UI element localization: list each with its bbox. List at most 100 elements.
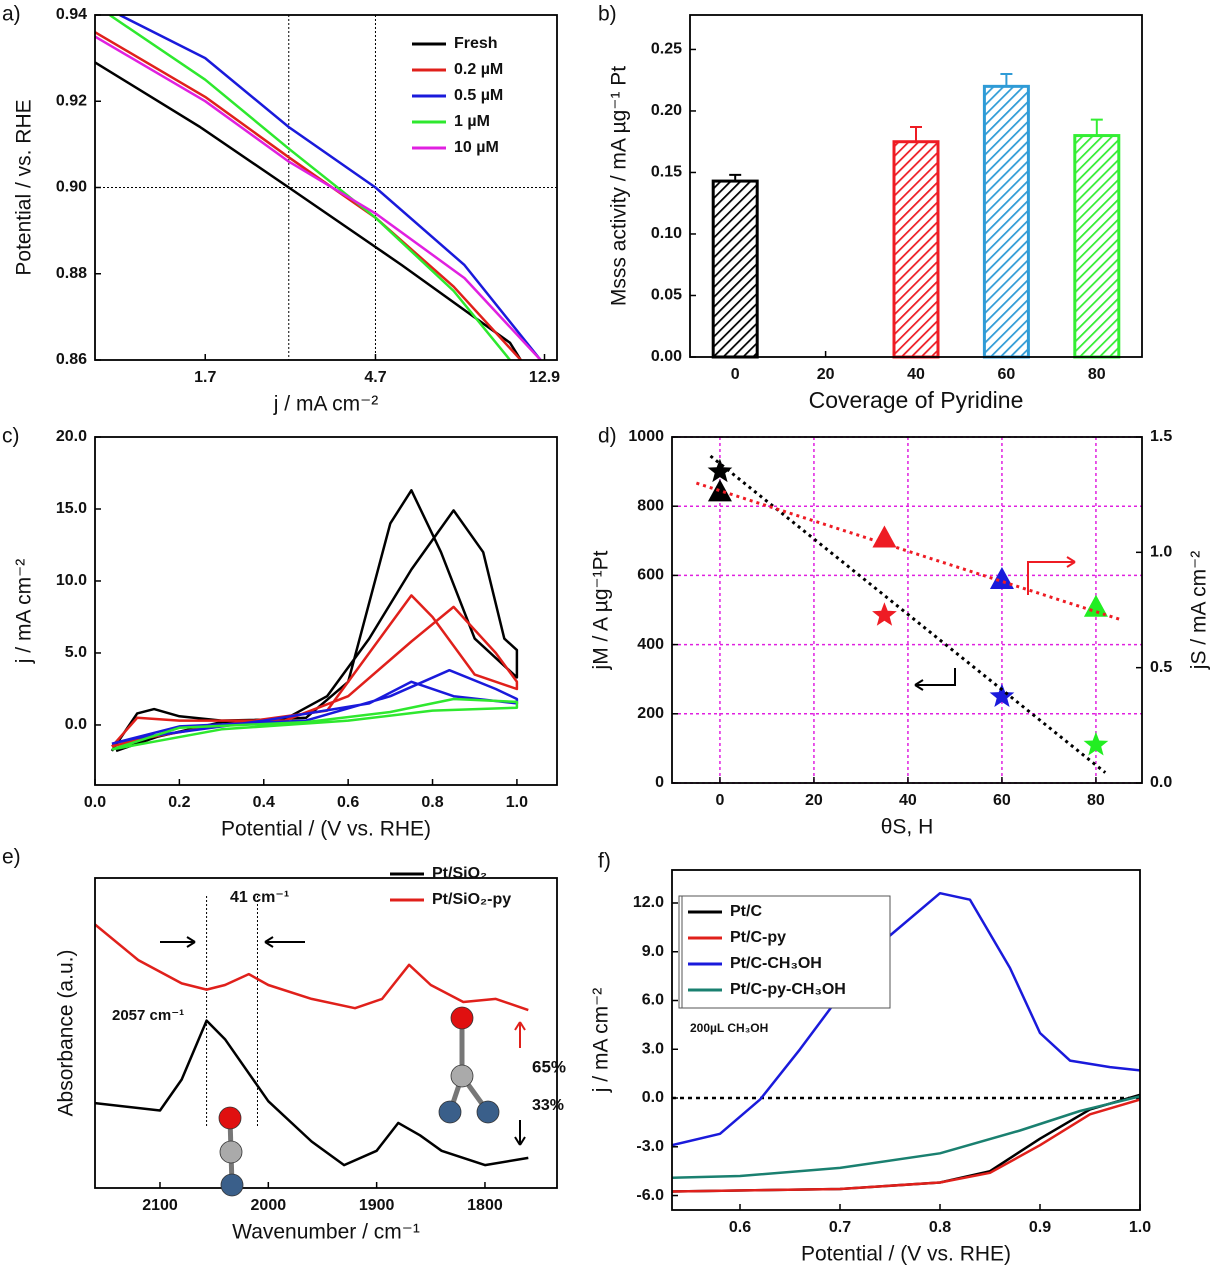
- legend-label: 0.5 µM: [454, 87, 503, 104]
- x-axis-title: Coverage of Pyridine: [809, 387, 1024, 413]
- x-tick-label: 40: [899, 792, 917, 809]
- x-axis-title: θS, H: [881, 816, 934, 839]
- y-tick-label: 0.15: [651, 164, 682, 181]
- x-tick-label: 60: [998, 366, 1016, 383]
- annotation: 65%: [532, 1057, 566, 1076]
- y-tick-label: 1000: [628, 428, 664, 445]
- legend-label: Fresh: [454, 35, 498, 52]
- error-bar: [1090, 118, 1103, 136]
- arrow: [514, 1021, 526, 1048]
- y-tick-label: 5.0: [65, 644, 87, 661]
- series-line: [95, 1019, 529, 1167]
- y2-tick-label: 0.0: [1150, 774, 1172, 791]
- x-axis-title: j / mA cm⁻²: [273, 393, 378, 416]
- y-tick-label: 3.0: [642, 1040, 664, 1057]
- y-tick-label: 20.0: [56, 428, 87, 445]
- y-tick-label: 200: [637, 705, 664, 722]
- x-tick-label: 0.2: [168, 794, 190, 811]
- legend-label: 10 µM: [454, 139, 499, 156]
- x-tick-label: 0: [731, 366, 740, 383]
- annotation: 33%: [532, 1097, 564, 1114]
- y-tick-label: 0: [655, 774, 664, 791]
- x-tick-label: 60: [993, 792, 1011, 809]
- x-tick-label: 0.7: [829, 1219, 851, 1236]
- y-tick-label: 6.0: [642, 992, 664, 1009]
- bar: [892, 140, 940, 359]
- x-tick-label: 2100: [142, 1197, 178, 1214]
- y-tick-label: 0.25: [651, 41, 682, 58]
- legend-label: Pt/SiO₂-py: [432, 891, 511, 908]
- atom: [438, 1100, 462, 1124]
- y-tick-label: 800: [637, 497, 664, 514]
- error-bar: [1000, 73, 1013, 87]
- panel-label: c): [2, 425, 20, 448]
- legend-label: Pt/C-py: [730, 929, 786, 946]
- x-tick-label: 0.9: [1029, 1219, 1051, 1236]
- x-tick-label: 0.4: [253, 794, 275, 811]
- x-tick-label: 80: [1087, 792, 1105, 809]
- annotation: 200µL CH₃OH: [690, 1021, 768, 1035]
- x-tick-label: 0: [715, 792, 724, 809]
- bar: [982, 84, 1030, 359]
- y-axis-title: j / mA cm⁻²: [590, 988, 613, 1093]
- x-tick-label: 40: [907, 366, 925, 383]
- y2-axis-title: jS / mA cm⁻²: [1188, 551, 1211, 670]
- star-marker: [989, 683, 1015, 707]
- x-tick-label: 4.7: [364, 369, 386, 386]
- y-tick-label: -6.0: [636, 1187, 664, 1204]
- x-tick-label: 2000: [251, 1197, 287, 1214]
- x-tick-label: 1900: [359, 1197, 395, 1214]
- panel-label: b): [598, 3, 617, 26]
- bar: [711, 179, 759, 359]
- y-axis-title: Absorbance (a.u.): [55, 950, 78, 1117]
- y-tick-label: 0.94: [56, 6, 87, 23]
- y-axis-title: jM / A µg⁻¹Pt: [590, 550, 613, 670]
- series-line: [672, 891, 1140, 1147]
- triangle-marker: [707, 479, 732, 502]
- arrow: [1027, 556, 1076, 595]
- x-tick-label: 0.8: [929, 1219, 951, 1236]
- x-tick-label: 1.0: [506, 794, 528, 811]
- x-tick-label: 0.8: [421, 794, 443, 811]
- series-line: [111, 668, 519, 745]
- legend-label: 0.2 µM: [454, 61, 503, 78]
- series-line: [108, 15, 511, 360]
- series-line: [95, 35, 542, 360]
- series-line: [672, 1095, 1140, 1179]
- series-line: [709, 454, 1107, 774]
- y-tick-label: 0.20: [651, 102, 682, 119]
- annotation: 2057 cm⁻¹: [112, 1007, 184, 1024]
- legend-label: 1 µM: [454, 113, 490, 130]
- plot-frame: [94, 436, 558, 786]
- bond: [447, 1018, 491, 1114]
- y-tick-label: 0.0: [642, 1089, 664, 1106]
- panel-label: f): [598, 850, 611, 873]
- y-axis-title: j / mA cm⁻²: [13, 559, 36, 664]
- x-tick-label: 80: [1088, 366, 1106, 383]
- x-tick-label: 20: [805, 792, 823, 809]
- atom: [450, 1006, 474, 1030]
- star-marker: [1083, 731, 1109, 756]
- x-tick-label: 0.6: [337, 794, 359, 811]
- y2-tick-label: 0.5: [1150, 659, 1172, 676]
- x-axis-title: Potential / (V vs. RHE): [801, 1243, 1011, 1266]
- arrow: [914, 668, 956, 691]
- panel-label: d): [598, 425, 617, 448]
- y2-tick-label: 1.0: [1150, 544, 1172, 561]
- triangle-marker: [989, 567, 1014, 590]
- star-marker: [707, 458, 733, 483]
- series-line: [95, 31, 522, 360]
- y-tick-label: 600: [637, 567, 664, 584]
- series-line: [95, 61, 522, 360]
- x-tick-label: 20: [817, 366, 835, 383]
- atom: [218, 1106, 242, 1130]
- y-tick-label: 0.90: [56, 179, 87, 196]
- x-tick-label: 1.7: [194, 369, 216, 386]
- plot-frame: [689, 14, 1143, 358]
- series-line: [111, 697, 519, 751]
- y-tick-label: 0.05: [651, 287, 682, 304]
- legend-label: Pt/C-py-CH₃OH: [730, 981, 846, 998]
- y-tick-label: 15.0: [56, 500, 87, 517]
- y-tick-label: 0.88: [56, 265, 87, 282]
